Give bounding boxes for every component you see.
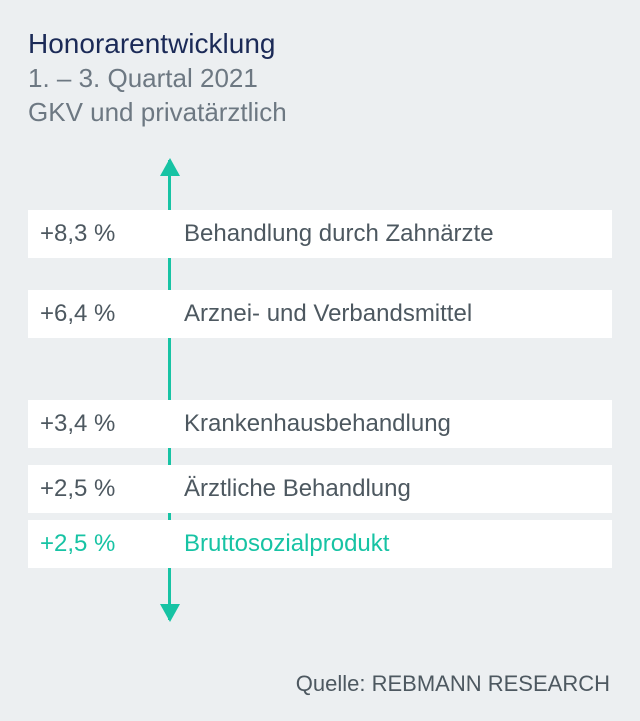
row-value: +6,4 % [28, 300, 156, 328]
arrow-up-icon [160, 158, 180, 176]
source-prefix: Quelle: [296, 671, 372, 696]
data-row: +2,5 % Ärztliche Behandlung [28, 465, 612, 513]
chart-area: +8,3 % Behandlung durch Zahnärzte +6,4 %… [28, 160, 612, 620]
row-value: +3,4 % [28, 410, 156, 438]
source-line: Quelle: REBMANN RESEARCH [296, 671, 610, 697]
data-row: +6,4 % Arznei- und Verbandsmittel [28, 290, 612, 338]
row-label: Behandlung durch Zahnärzte [156, 220, 494, 248]
row-label: Krankenhausbehandlung [156, 410, 451, 438]
chart-subtitle-2: GKV und privatärztlich [28, 96, 612, 130]
row-label: Arznei- und Verbandsmittel [156, 300, 472, 328]
source-name: REBMANN RESEARCH [372, 671, 610, 696]
chart-container: Honorarentwicklung 1. – 3. Quartal 2021 … [0, 0, 640, 721]
row-value: +2,5 % [28, 475, 156, 503]
row-label: Bruttosozialprodukt [156, 530, 389, 558]
chart-subtitle-1: 1. – 3. Quartal 2021 [28, 62, 612, 96]
row-label: Ärztliche Behandlung [156, 475, 411, 503]
data-row: +3,4 % Krankenhausbehandlung [28, 400, 612, 448]
data-row: +2,5 % Bruttosozialprodukt [28, 520, 612, 568]
row-value: +8,3 % [28, 220, 156, 248]
chart-title: Honorarentwicklung [28, 28, 612, 60]
data-row: +8,3 % Behandlung durch Zahnärzte [28, 210, 612, 258]
row-value: +2,5 % [28, 530, 156, 558]
arrow-down-icon [160, 604, 180, 622]
